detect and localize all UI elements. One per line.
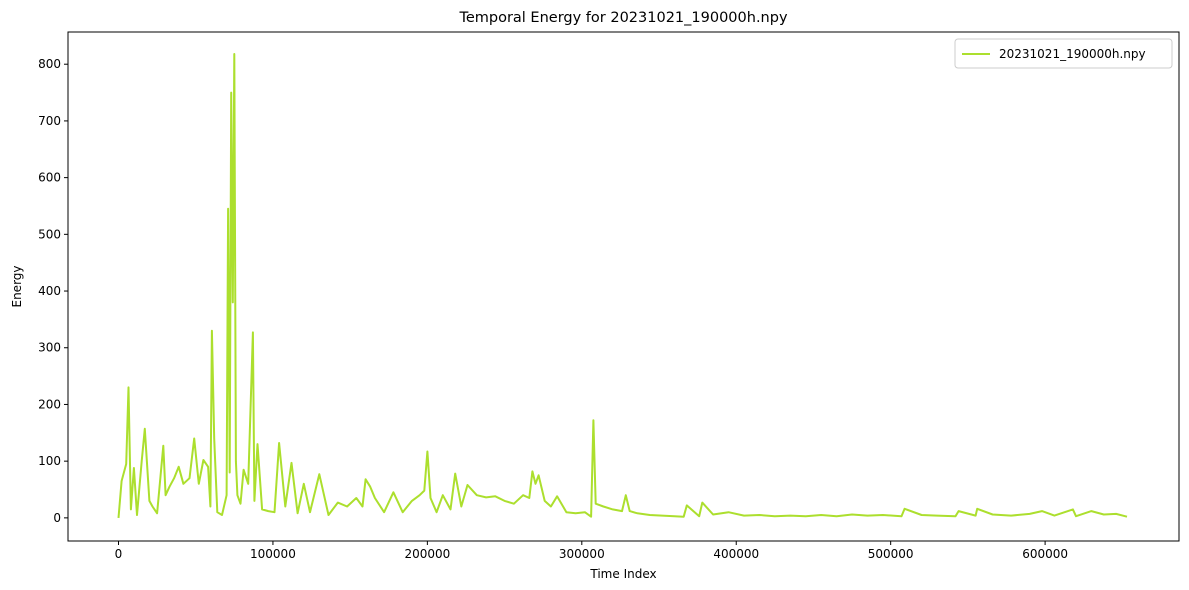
plot-frame: [67, 31, 1180, 542]
y-tick-label: 400: [38, 284, 61, 298]
y-tick-label: 0: [53, 511, 61, 525]
y-tick-label: 300: [38, 341, 61, 355]
y-axis: 0 100 200 300 400 500 600 700 800: [38, 57, 68, 525]
y-tick-label: 500: [38, 227, 61, 241]
x-tick-label: 200000: [404, 547, 450, 561]
y-tick-label: 200: [38, 397, 61, 411]
plot-area: [117, 53, 1128, 518]
x-axis: 0 100000 200000 300000 400000 500000 600000: [115, 541, 1068, 561]
y-tick-label: 100: [38, 454, 61, 468]
x-tick-label: 600000: [1022, 547, 1068, 561]
legend-box: [954, 38, 1173, 69]
y-tick-label: 700: [38, 114, 61, 128]
x-tick-label: 400000: [713, 547, 759, 561]
x-tick-label: 300000: [559, 547, 605, 561]
y-tick-label: 800: [38, 57, 61, 71]
y-axis-label: Energy: [10, 265, 24, 307]
series-line-0: [117, 53, 1128, 518]
chart-title: Temporal Energy for 20231021_190000h.npy: [458, 10, 788, 26]
x-tick-label: 500000: [868, 547, 914, 561]
legend-label: 20231021_190000h.npy: [999, 47, 1146, 61]
x-axis-label: Time Index: [589, 567, 656, 581]
x-tick-label: 0: [115, 547, 123, 561]
x-tick-label: 100000: [250, 547, 296, 561]
y-tick-label: 600: [38, 171, 61, 185]
legend: 20231021_190000h.npy: [954, 38, 1173, 69]
